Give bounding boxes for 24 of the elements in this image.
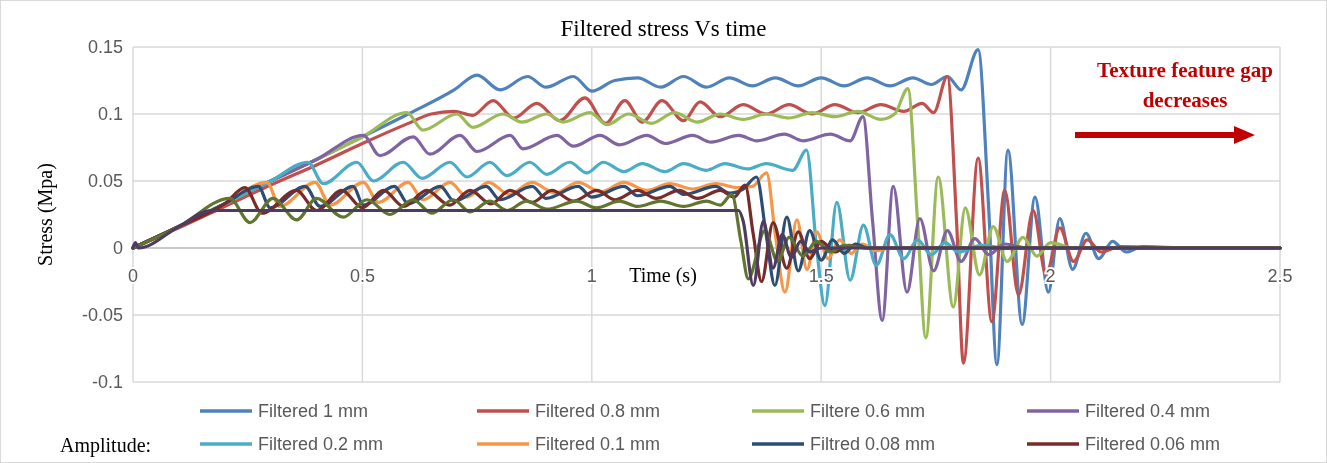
x-tick-label: 2.5 <box>1267 266 1293 286</box>
legend-label: Filtere 0.6 mm <box>810 401 926 422</box>
legend-label: Filtred 0.08 mm <box>810 434 936 455</box>
y-axis-title: Stress (Mpa) <box>34 163 57 266</box>
x-tick-label: 0 <box>127 266 139 286</box>
legend-label: Filtered 0.06 mm <box>1085 434 1221 455</box>
x-tick-label: 0.5 <box>349 266 375 286</box>
legend-title: Amplitude: <box>60 434 152 457</box>
y-tick-label: 0.15 <box>87 37 123 58</box>
legend-label: Filtered 0.4 mm <box>1085 401 1211 422</box>
legend-label: Filtered 0.2 mm <box>258 434 384 455</box>
y-tick-label: -0.1 <box>91 372 123 393</box>
y-tick-label: -0.05 <box>81 305 123 326</box>
x-tick-label: 2 <box>1045 266 1056 286</box>
x-tick-label: 1 <box>586 266 597 286</box>
annotation: Texture feature gap decreases <box>1097 58 1273 112</box>
y-tick-label: 0.1 <box>97 104 123 125</box>
legend-label: Filtered 0.1 mm <box>535 434 661 455</box>
chart-title: Filtered stress Vs time <box>560 16 767 41</box>
x-axis-title: Time (s) <box>629 264 697 287</box>
y-tick-label: 0 <box>112 238 123 259</box>
y-tick-label: 0.05 <box>87 171 123 192</box>
legend-label: Filtered 1 mm <box>258 401 369 422</box>
legend-label: Filtered 0.8 mm <box>535 401 661 422</box>
